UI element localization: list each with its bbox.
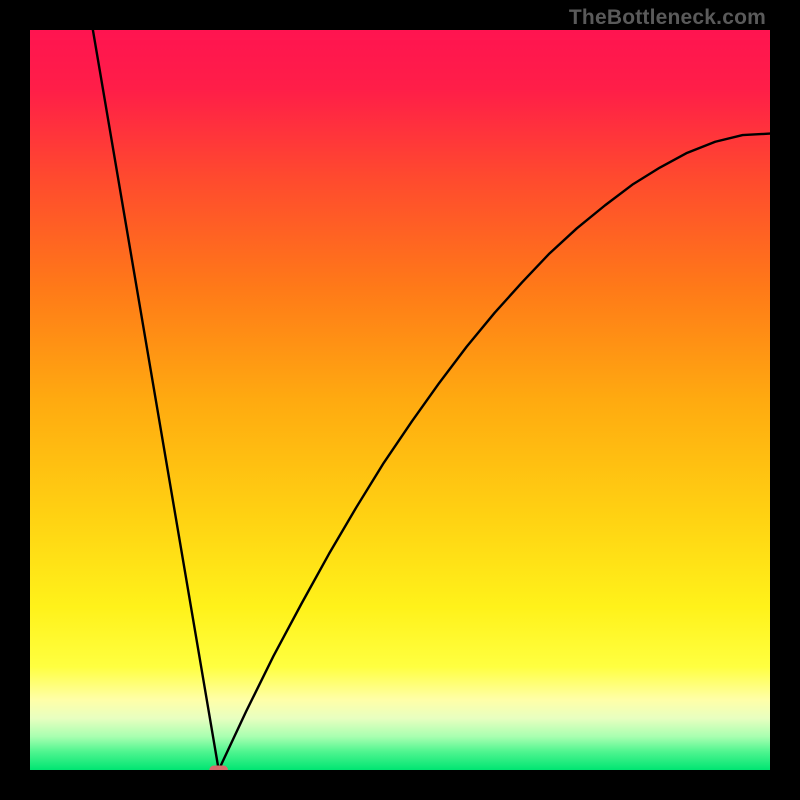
minimum-marker xyxy=(209,766,228,770)
chart-frame: TheBottleneck.com xyxy=(0,0,800,800)
plot-area xyxy=(30,30,770,770)
gradient-background xyxy=(30,30,770,770)
plot-svg xyxy=(30,30,770,770)
watermark-text: TheBottleneck.com xyxy=(569,6,766,30)
